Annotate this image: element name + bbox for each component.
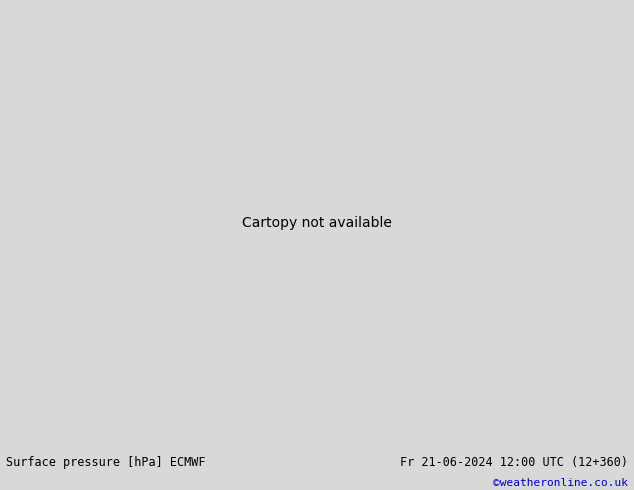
Text: Cartopy not available: Cartopy not available (242, 216, 392, 230)
Text: ©weatheronline.co.uk: ©weatheronline.co.uk (493, 478, 628, 489)
Text: Fr 21-06-2024 12:00 UTC (12+360): Fr 21-06-2024 12:00 UTC (12+360) (399, 456, 628, 469)
Text: Surface pressure [hPa] ECMWF: Surface pressure [hPa] ECMWF (6, 456, 206, 469)
